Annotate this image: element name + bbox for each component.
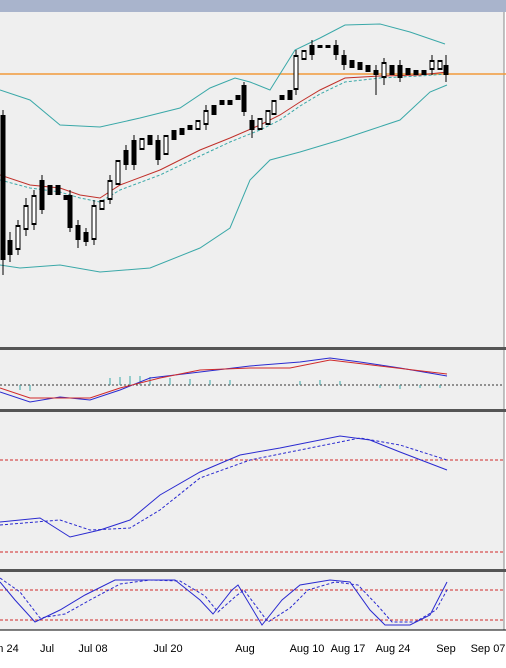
- average-dashed: [0, 73, 448, 203]
- x-tick-label: Aug 10: [290, 643, 325, 655]
- candle-hollow: [16, 52, 442, 248]
- oscillator-signal: [0, 437, 448, 531]
- x-tick-label: Aug: [235, 643, 255, 655]
- separator: [0, 409, 506, 412]
- macd-line: [0, 357, 448, 403]
- signal-line: [0, 359, 448, 399]
- stochastic-signal: [0, 577, 448, 623]
- oscillator-line: [0, 435, 448, 538]
- x-tick-label: Sep: [436, 643, 456, 655]
- x-tick-label: Jul: [40, 643, 54, 655]
- band-middle: [0, 71, 448, 199]
- x-tick-label: Aug 17: [331, 643, 366, 655]
- band-lower: [0, 84, 448, 273]
- x-tick-label: n 24: [0, 643, 19, 655]
- stochastic-line: [0, 579, 448, 626]
- x-tick-label: Jul 08: [78, 643, 107, 655]
- x-tick-label: Aug 24: [376, 643, 411, 655]
- x-tick-label: Jul 20: [153, 643, 182, 655]
- plot-background: [0, 12, 504, 630]
- separator: [0, 347, 506, 350]
- band-upper: [0, 23, 446, 128]
- x-tick-label: Sep 07: [471, 643, 506, 655]
- separator: [0, 569, 506, 572]
- title-bar: [0, 0, 506, 12]
